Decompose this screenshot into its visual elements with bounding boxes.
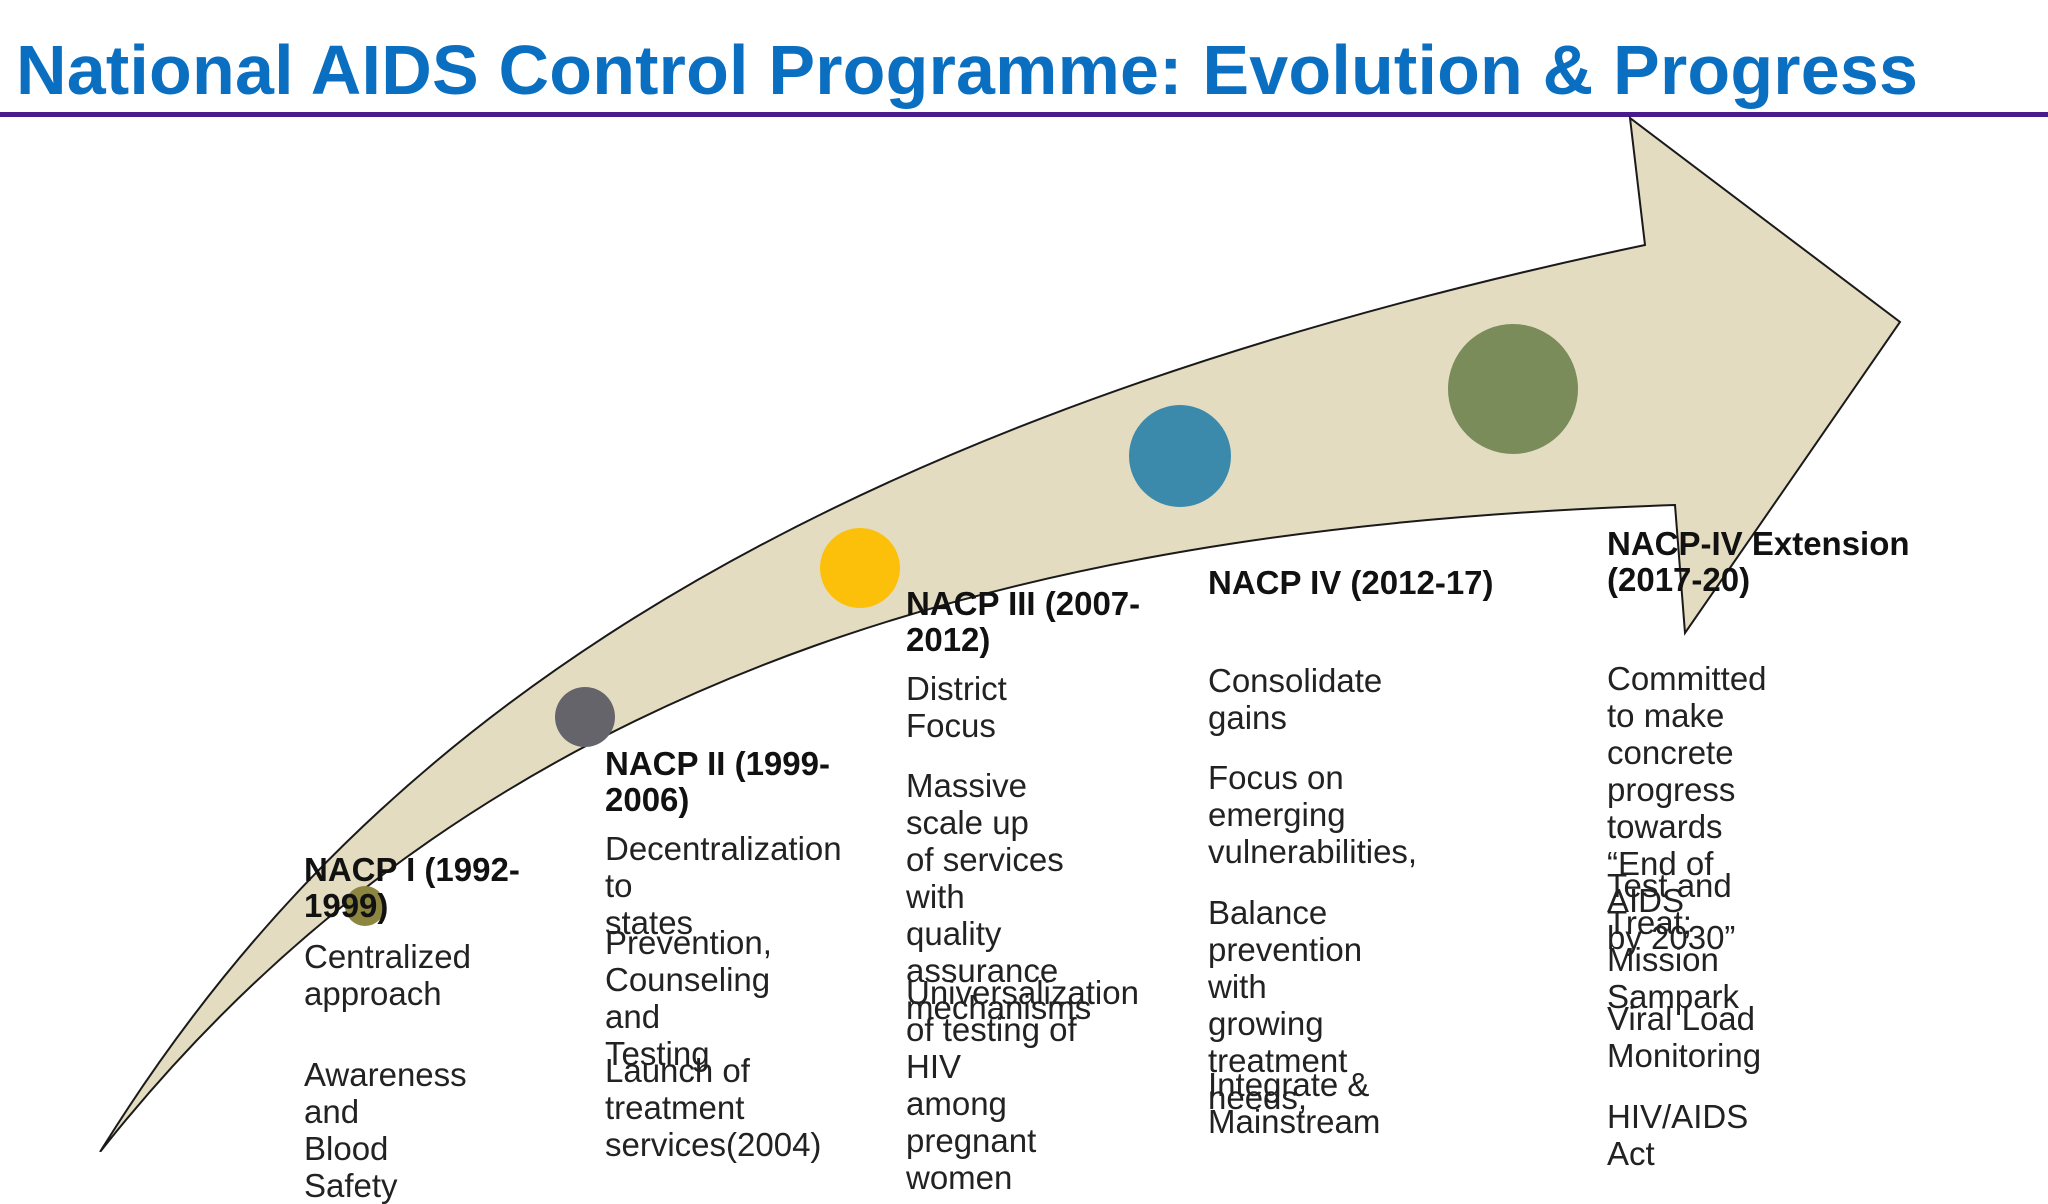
phase-2-dot: [555, 687, 615, 747]
phase-item: Prevention, Counseling and Testing: [605, 924, 772, 1072]
phase-item: Committed to make concrete progress towa…: [1607, 660, 1767, 956]
page-title: National AIDS Control Programme: Evoluti…: [16, 31, 1919, 109]
phase-title: NACP III (2007- 2012): [906, 585, 1141, 658]
phase-item: Consolidate gains: [1208, 662, 1383, 736]
phase-1-dot: [345, 886, 385, 926]
phase-item: Decentralization to states: [605, 830, 842, 941]
phase-item: Test and Treat; Mission Sampark: [1607, 867, 1740, 1015]
phase-item: Focus on emerging vulnerabilities,: [1208, 759, 1418, 870]
phase-item: Universalization of testing of HIV among…: [906, 974, 1139, 1196]
phase-item: Viral Load Monitoring: [1607, 1000, 1762, 1074]
phase-title: NACP IV (2012-17): [1208, 564, 1494, 601]
phase-item: Launch of treatment services(2004): [605, 1052, 822, 1163]
title-underline: [0, 112, 2048, 117]
phase-item: Centralized approach: [304, 938, 471, 1012]
phase-4-dot: [1129, 405, 1231, 507]
phase-title: NACP II (1999- 2006): [605, 745, 830, 818]
progress-arrow-diagram: [99, 115, 1902, 1152]
phase-item: District Focus: [906, 670, 1007, 744]
phase-5-dot: [1448, 324, 1578, 454]
phase-item: Balance prevention with growing treatmen…: [1208, 894, 1363, 1116]
phase-item: HIV/AIDS Act: [1607, 1098, 1749, 1172]
phase-item: Awareness and Blood Safety: [304, 1056, 467, 1204]
phase-item: Massive scale up of services with qualit…: [906, 767, 1092, 1026]
phase-3-dot: [820, 528, 900, 608]
phase-item: Integrate & Mainstream: [1208, 1066, 1381, 1140]
phase-title: NACP I (1992- 1999): [304, 851, 520, 924]
phase-title: NACP-IV Extension (2017-20): [1607, 525, 1910, 598]
